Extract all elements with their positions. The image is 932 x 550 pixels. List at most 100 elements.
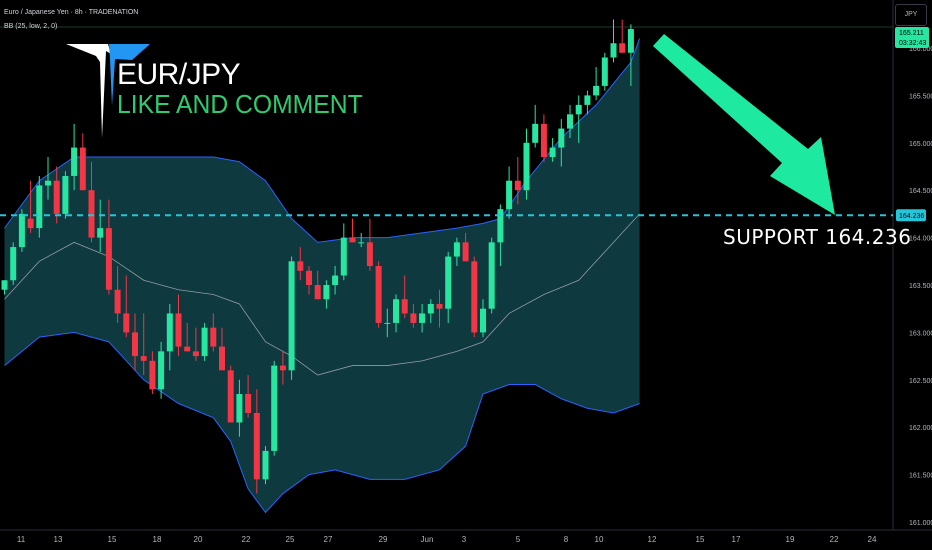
y-tick-label: 165.000 bbox=[909, 141, 932, 148]
support-label: SUPPORT 164.236 bbox=[723, 225, 912, 249]
candle-body bbox=[506, 180, 513, 210]
candle-body bbox=[619, 43, 626, 53]
candle-body bbox=[184, 346, 191, 352]
candle-body bbox=[262, 450, 269, 480]
candle-body bbox=[332, 275, 339, 285]
currency-button[interactable]: JPY bbox=[895, 4, 927, 26]
candle-body bbox=[18, 213, 25, 248]
current-price-value: 165.211 bbox=[899, 30, 924, 37]
current-price-badge bbox=[895, 27, 929, 48]
candle-body bbox=[575, 104, 582, 115]
candle-body bbox=[340, 237, 347, 276]
candle-body bbox=[105, 228, 112, 290]
down-arrow-icon bbox=[653, 34, 835, 215]
candle-body bbox=[497, 209, 504, 243]
candle-body bbox=[36, 185, 43, 229]
bollinger-lower-line bbox=[4, 331, 640, 514]
x-tick-label: 5 bbox=[516, 535, 521, 544]
candle-body bbox=[514, 180, 521, 191]
candle-body bbox=[593, 85, 600, 96]
x-tick-label: 29 bbox=[379, 535, 388, 544]
candle-body bbox=[166, 313, 173, 352]
logo-icon bbox=[66, 44, 111, 138]
candle-body bbox=[45, 180, 51, 186]
candle-body bbox=[462, 242, 469, 262]
candle-body bbox=[480, 308, 486, 333]
x-tick-label: 15 bbox=[108, 535, 117, 544]
y-tick-label: 164.500 bbox=[909, 188, 932, 195]
candle-body bbox=[471, 261, 478, 333]
x-tick-label: 10 bbox=[595, 535, 604, 544]
candle-body bbox=[627, 29, 634, 53]
candle-body bbox=[297, 261, 304, 271]
candle-body bbox=[401, 299, 408, 314]
candle-body bbox=[253, 412, 260, 480]
candle-body bbox=[436, 303, 443, 309]
candle-body bbox=[584, 95, 591, 105]
y-tick-label: 163.000 bbox=[909, 330, 932, 337]
logo-icon bbox=[109, 44, 150, 106]
x-tick-label: 27 bbox=[324, 535, 333, 544]
candle-body bbox=[132, 332, 138, 357]
x-tick-label: 18 bbox=[153, 535, 162, 544]
candle-body bbox=[192, 351, 199, 357]
candle-body bbox=[532, 123, 539, 143]
candle-body bbox=[384, 322, 391, 324]
candle-body bbox=[601, 57, 608, 86]
candle-body bbox=[427, 303, 434, 314]
candle-body bbox=[158, 351, 165, 390]
candle-body bbox=[549, 147, 556, 158]
candle-body bbox=[219, 346, 225, 371]
x-tick-label: 8 bbox=[564, 535, 569, 544]
candle-body bbox=[314, 285, 321, 300]
candle-body bbox=[540, 123, 547, 158]
candle-body bbox=[149, 360, 156, 390]
candle-body bbox=[10, 247, 17, 281]
candle-body bbox=[523, 142, 530, 191]
candle-body bbox=[393, 299, 399, 323]
x-tick-label: 13 bbox=[54, 535, 63, 544]
x-tick-label: 11 bbox=[17, 535, 26, 544]
candle-body bbox=[1, 280, 8, 290]
candle-body bbox=[71, 147, 78, 176]
candle-body bbox=[210, 327, 217, 347]
bollinger-indicator-label[interactable]: BB (25, low, 2, 0) bbox=[4, 23, 58, 30]
candle-body bbox=[410, 313, 417, 323]
current-price-countdown: 03:32:43 bbox=[899, 40, 926, 47]
candle-body bbox=[558, 128, 565, 148]
candle-body bbox=[97, 228, 104, 238]
y-tick-label: 162.000 bbox=[909, 425, 932, 432]
y-tick-label: 165.500 bbox=[909, 93, 932, 100]
candle-body bbox=[288, 261, 295, 371]
support-price-tag bbox=[896, 209, 926, 222]
y-tick-label: 161.000 bbox=[909, 520, 932, 527]
y-tick-label: 162.500 bbox=[909, 378, 932, 385]
candle-body bbox=[375, 266, 382, 323]
candle-body bbox=[140, 356, 147, 361]
candle-body bbox=[123, 313, 130, 333]
candle-body bbox=[445, 256, 452, 309]
candle-body bbox=[62, 175, 69, 214]
support-price-tag-text: 164.236 bbox=[899, 213, 924, 220]
candle-body bbox=[349, 237, 356, 243]
bollinger-middle-line bbox=[4, 213, 640, 376]
x-tick-label: 15 bbox=[696, 535, 705, 544]
brand-symbol: EUR/JPY bbox=[117, 58, 241, 91]
x-tick-label: 22 bbox=[242, 535, 251, 544]
y-tick-label: 163.500 bbox=[909, 283, 932, 290]
x-tick-label: 25 bbox=[286, 535, 295, 544]
x-tick-label: 24 bbox=[868, 535, 877, 544]
x-tick-label: 17 bbox=[732, 535, 741, 544]
x-tick-label: 12 bbox=[648, 535, 657, 544]
candle-body bbox=[306, 270, 312, 285]
x-tick-label: 3 bbox=[462, 535, 467, 544]
x-tick-label: Jun bbox=[421, 535, 434, 544]
candle-body bbox=[79, 147, 86, 191]
candle-body bbox=[88, 190, 95, 238]
candle-body bbox=[53, 180, 60, 214]
candle-body bbox=[567, 114, 573, 129]
y-tick-label: 166.000 bbox=[909, 46, 932, 53]
candle-body bbox=[488, 242, 495, 309]
candle-body bbox=[245, 394, 252, 413]
